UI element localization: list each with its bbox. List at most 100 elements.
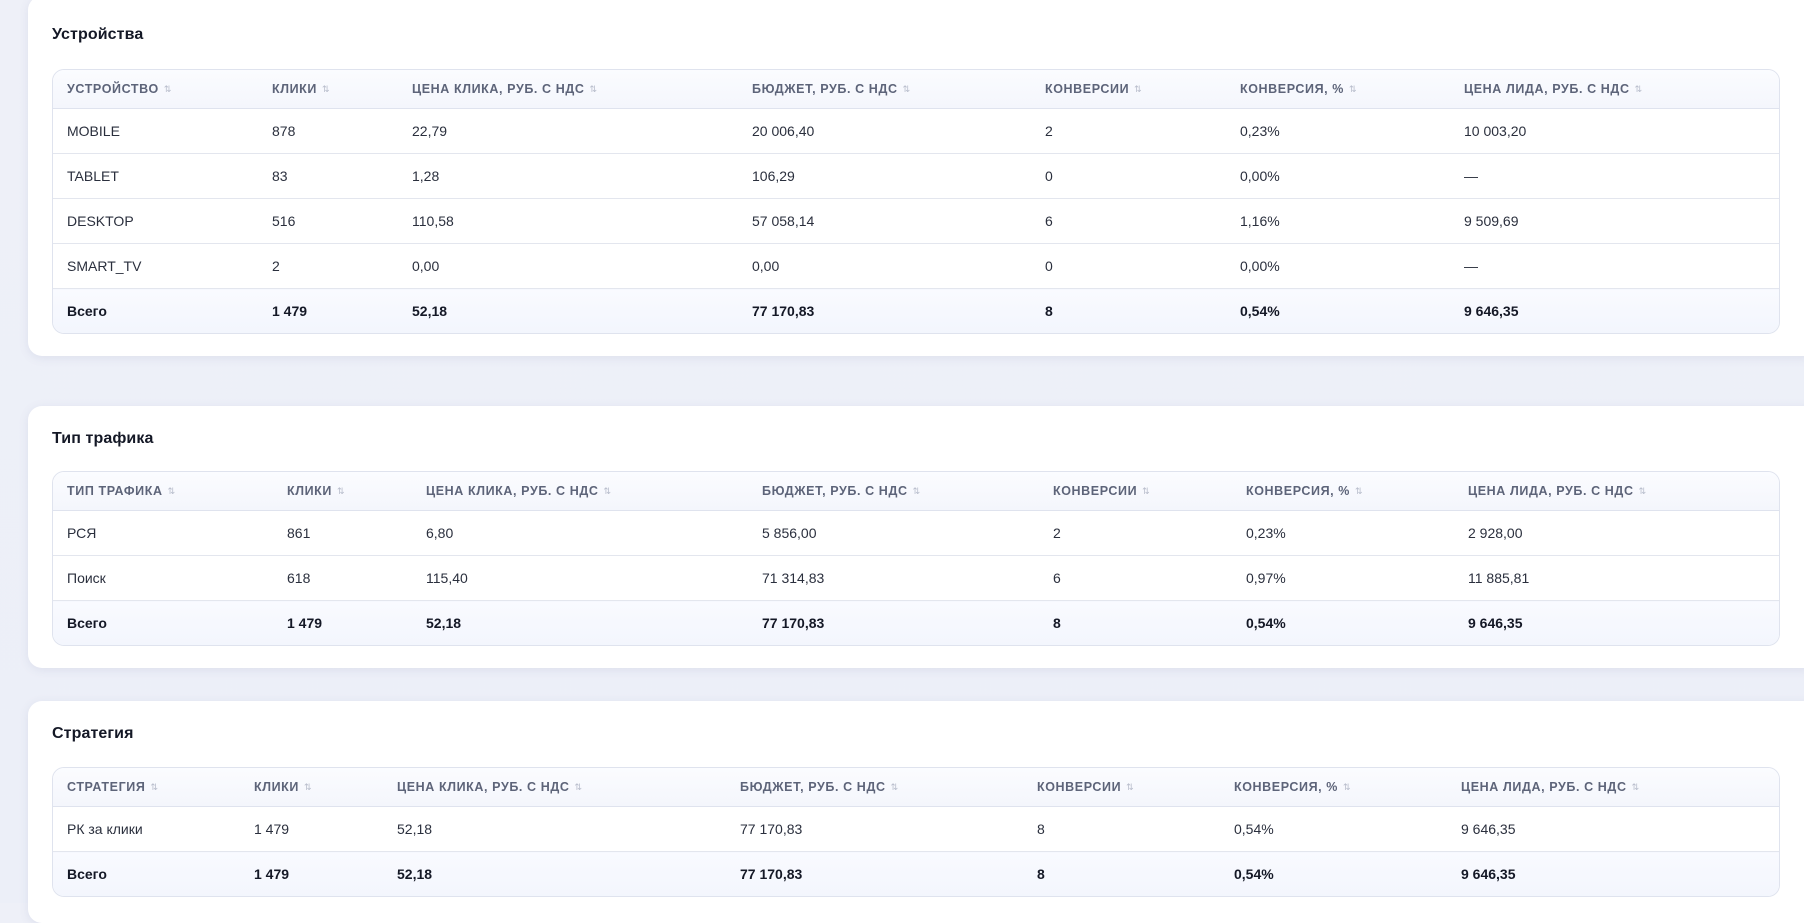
sort-arrows-icon[interactable]: ⇅ [902,84,911,95]
sort-arrows-icon[interactable]: ⇅ [890,782,899,793]
column-header-click-price[interactable]: Цена клика, руб. с НДС ⇅ [398,70,738,109]
sort-arrows-icon[interactable]: ⇅ [574,782,583,793]
cell-conversion-rate: 0,00% [1226,153,1450,199]
sort-arrows-icon[interactable]: ⇅ [1638,486,1647,497]
cell-click-price: 1,28 [398,153,738,199]
cell-device: DESKTOP [53,198,258,244]
cell-clicks: 2 [258,243,398,289]
sort-arrows-icon[interactable]: ⇅ [304,782,312,793]
cell-click-price: 0,00 [398,243,738,289]
column-header-strategy[interactable]: Стратегия ⇅ [53,768,240,807]
sort-arrows-icon[interactable]: ⇅ [163,84,172,95]
sort-arrows-icon[interactable]: ⇅ [1634,84,1643,95]
cell-conversions: 6 [1039,555,1232,601]
cell-traffic-type: РСЯ [53,510,273,556]
sort-arrows-icon[interactable]: ⇅ [322,84,330,95]
column-header-budget[interactable]: Бюджет, руб. с НДС ⇅ [748,472,1039,511]
sort-arrows-icon[interactable]: ⇅ [603,486,612,497]
cell-total-conversion-rate: 0,54% [1226,288,1450,333]
column-header-clicks[interactable]: Клики ⇅ [273,472,412,511]
column-header-conversions[interactable]: Конверсии ⇅ [1023,768,1220,807]
table-row: SMART_TV 2 0,00 0,00 0 0,00% — [53,243,1779,289]
strategy-card: Стратегия Стратегия ⇅ Клики ⇅ Цена клика, … [28,701,1804,923]
table-header-row: Стратегия ⇅ Клики ⇅ Цена клика, руб. с НДС… [53,768,1779,807]
column-header-lead-price[interactable]: Цена лида, руб. с НДС ⇅ [1450,70,1779,109]
cell-strategy: РК за клики [53,806,240,852]
cell-total-click-price: 52,18 [398,288,738,333]
cell-click-price: 52,18 [383,806,726,852]
cell-total-budget: 77 170,83 [726,851,1023,896]
sort-arrows-icon[interactable]: ⇅ [1134,84,1142,95]
sort-arrows-icon[interactable]: ⇅ [1349,84,1357,95]
sort-arrows-icon[interactable]: ⇅ [1142,486,1150,497]
cell-conversions: 2 [1039,510,1232,556]
traffic-title: Тип трафика [52,430,154,447]
table-row: РСЯ 861 6,80 5 856,00 2 0,23% 2 928,00 [53,510,1779,556]
cell-total-conversion-rate: 0,54% [1232,600,1454,645]
sort-arrows-icon[interactable]: ⇅ [167,486,176,497]
table-row: TABLET 83 1,28 106,29 0 0,00% — [53,153,1779,199]
column-header-conversion-rate[interactable]: Конверсия, % ⇅ [1232,472,1454,511]
cell-total-click-price: 52,18 [412,600,748,645]
sort-arrows-icon[interactable]: ⇅ [1631,782,1640,793]
cell-lead-price: — [1450,153,1779,199]
cell-device: TABLET [53,153,258,199]
devices-title: Устройства [52,26,144,43]
table-row: DESKTOP 516 110,58 57 058,14 6 1,16% 9 5… [53,198,1779,244]
column-header-conversions[interactable]: Конверсии ⇅ [1031,70,1226,109]
column-header-conversion-rate[interactable]: Конверсия, % ⇅ [1226,70,1450,109]
sort-arrows-icon[interactable]: ⇅ [337,486,345,497]
column-header-conversions[interactable]: Конверсии ⇅ [1039,472,1232,511]
column-header-click-price[interactable]: Цена клика, руб. с НДС ⇅ [412,472,748,511]
traffic-table: Тип трафика ⇅ Клики ⇅ Цена клика, руб. с Н… [52,471,1780,646]
strategy-title: Стратегия [52,725,134,742]
column-header-budget[interactable]: Бюджет, руб. с НДС ⇅ [726,768,1023,807]
column-header-traffic-type[interactable]: Тип трафика ⇅ [53,472,273,511]
column-header-device[interactable]: Устройство ⇅ [53,70,258,109]
cell-total-label: Всего [53,851,240,896]
column-header-lead-price[interactable]: Цена лида, руб. с НДС ⇅ [1454,472,1779,511]
cell-clicks: 516 [258,198,398,244]
cell-click-price: 22,79 [398,108,738,154]
column-header-budget[interactable]: Бюджет, руб. с НДС ⇅ [738,70,1031,109]
column-header-click-price[interactable]: Цена клика, руб. с НДС ⇅ [383,768,726,807]
sort-arrows-icon[interactable]: ⇅ [912,486,921,497]
cell-lead-price: 9 646,35 [1447,806,1779,852]
cell-budget: 77 170,83 [726,806,1023,852]
cell-conversion-rate: 0,00% [1226,243,1450,289]
devices-table: Устройство ⇅ Клики ⇅ Цена клика, руб. с НД… [52,69,1780,334]
cell-clicks: 618 [273,555,412,601]
table-row: MOBILE 878 22,79 20 006,40 2 0,23% 10 00… [53,108,1779,154]
cell-budget: 71 314,83 [748,555,1039,601]
cell-lead-price: — [1450,243,1779,289]
cell-clicks: 878 [258,108,398,154]
cell-conversions: 0 [1031,243,1226,289]
cell-click-price: 6,80 [412,510,748,556]
cell-total-clicks: 1 479 [273,600,412,645]
sort-arrows-icon[interactable]: ⇅ [150,782,158,793]
column-header-conversion-rate[interactable]: Конверсия, % ⇅ [1220,768,1447,807]
cell-lead-price: 11 885,81 [1454,555,1779,601]
sort-arrows-icon[interactable]: ⇅ [589,84,598,95]
cell-budget: 57 058,14 [738,198,1031,244]
cell-conversion-rate: 0,23% [1232,510,1454,556]
cell-click-price: 115,40 [412,555,748,601]
cell-lead-price: 9 509,69 [1450,198,1779,244]
cell-total-budget: 77 170,83 [748,600,1039,645]
sort-arrows-icon[interactable]: ⇅ [1355,486,1363,497]
table-row: Поиск 618 115,40 71 314,83 6 0,97% 11 88… [53,555,1779,601]
cell-conversions: 8 [1023,806,1220,852]
cell-total-label: Всего [53,288,258,333]
cell-conversion-rate: 0,54% [1220,806,1447,852]
cell-conversion-rate: 1,16% [1226,198,1450,244]
cell-total-lead-price: 9 646,35 [1454,600,1779,645]
sort-arrows-icon[interactable]: ⇅ [1126,782,1134,793]
column-header-clicks[interactable]: Клики ⇅ [240,768,383,807]
cell-conversion-rate: 0,23% [1226,108,1450,154]
column-header-clicks[interactable]: Клики ⇅ [258,70,398,109]
sort-arrows-icon[interactable]: ⇅ [1343,782,1351,793]
cell-total-lead-price: 9 646,35 [1450,288,1779,333]
cell-total-clicks: 1 479 [258,288,398,333]
cell-total-lead-price: 9 646,35 [1447,851,1779,896]
column-header-lead-price[interactable]: Цена лида, руб. с НДС ⇅ [1447,768,1779,807]
